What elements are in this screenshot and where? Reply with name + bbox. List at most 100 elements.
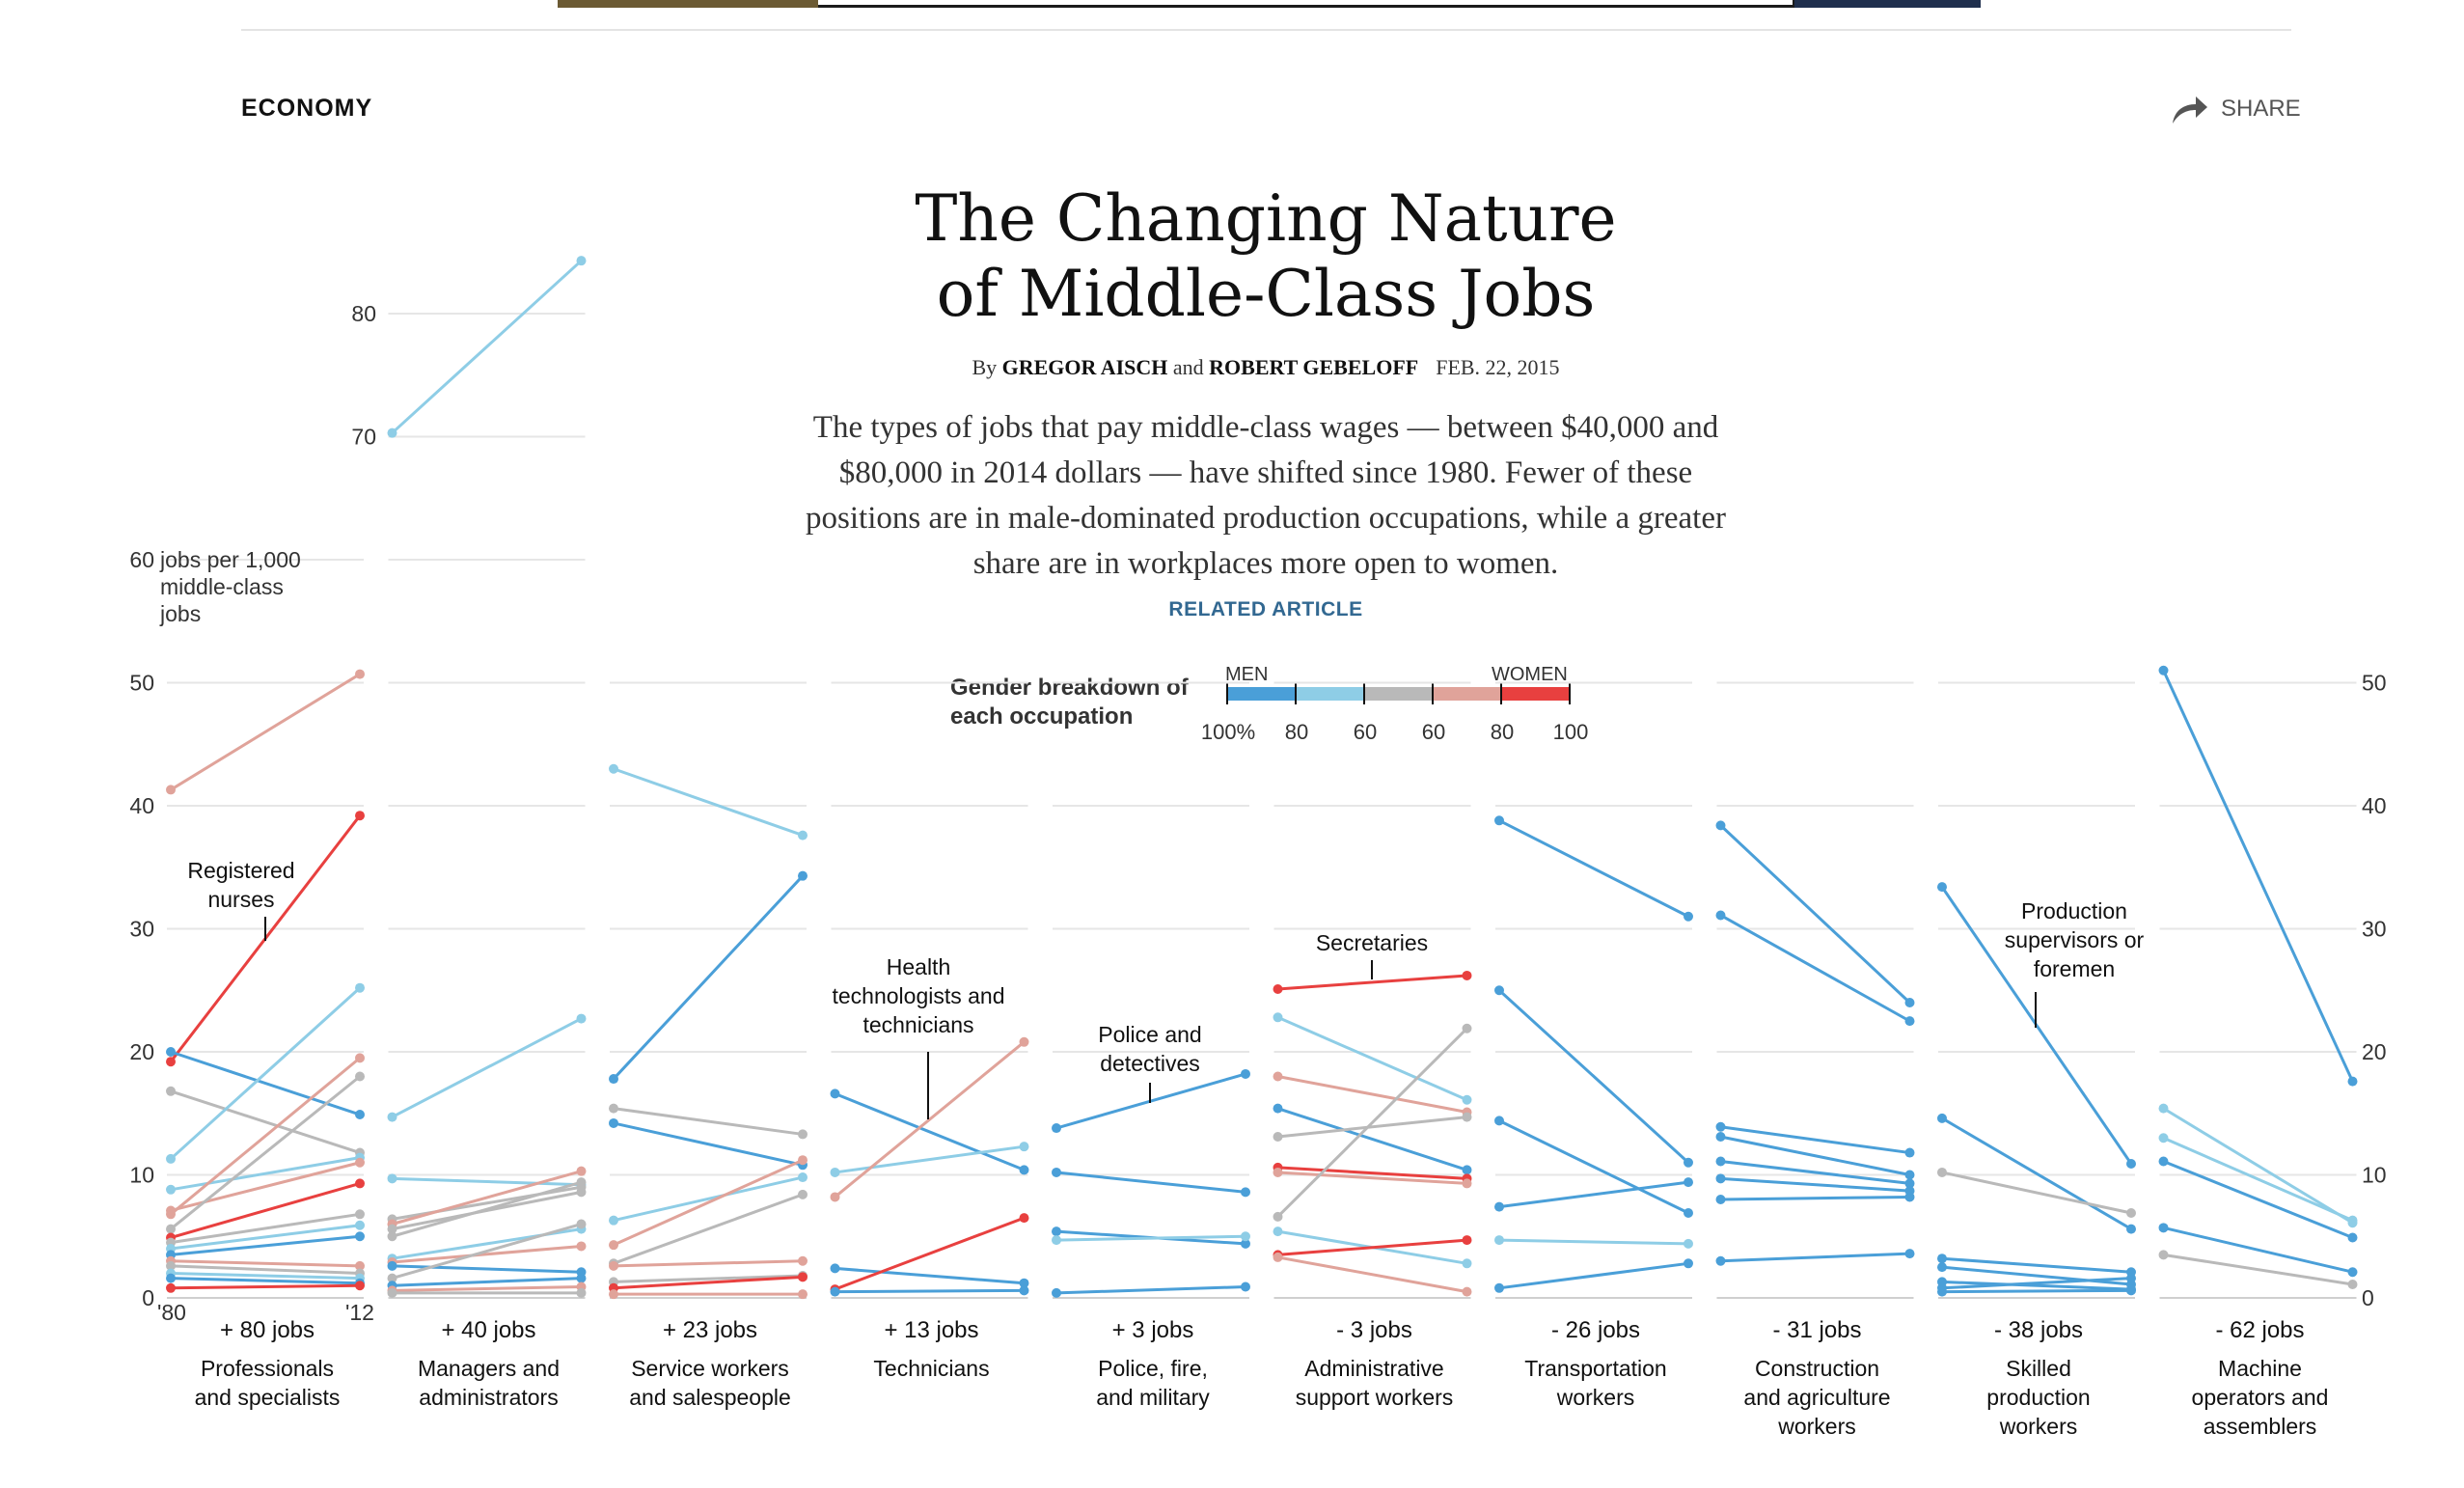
job-change-label: + 23 jobs	[663, 1317, 757, 1343]
share-arrow-icon	[2173, 96, 2207, 124]
data-point	[2126, 1273, 2136, 1283]
data-point	[2126, 1208, 2136, 1219]
data-point	[609, 1117, 618, 1128]
data-point	[1241, 1281, 1250, 1292]
occupation-label: operators and	[2192, 1385, 2329, 1410]
data-point	[2347, 1215, 2358, 1226]
occupation-label: workers	[1777, 1414, 1856, 1439]
data-point	[166, 1184, 176, 1195]
occupation-label: and specialists	[195, 1385, 341, 1410]
data-point	[1684, 1157, 1693, 1168]
series-line	[1277, 1166, 1467, 1180]
data-point	[166, 1224, 176, 1234]
series-line	[613, 1121, 804, 1167]
legend-tick	[1226, 683, 1228, 704]
data-point	[1715, 1255, 1726, 1266]
series-line	[1497, 989, 1690, 1164]
data-point	[1715, 1131, 1726, 1142]
legend-tick	[1569, 683, 1571, 704]
data-point	[1684, 1258, 1693, 1269]
data-point	[576, 1013, 587, 1024]
data-point	[576, 1166, 587, 1176]
data-point	[355, 1110, 365, 1120]
y-tick-label-right: 20	[2362, 1039, 2387, 1064]
data-point	[1937, 1254, 1947, 1264]
data-point	[1937, 1167, 1947, 1177]
data-point	[798, 830, 808, 840]
data-point	[798, 870, 808, 881]
share-button[interactable]: SHARE	[2171, 93, 2301, 125]
data-point	[1052, 1226, 1061, 1237]
data-point	[1273, 1012, 1283, 1023]
data-point	[576, 1219, 587, 1229]
data-point	[1904, 1016, 1915, 1027]
data-point	[830, 1192, 840, 1202]
legend-title: Gender breakdown of each occupation	[950, 674, 1189, 731]
series-line	[392, 1170, 582, 1226]
legend-color-scale	[1226, 683, 1571, 704]
series-line	[1720, 1176, 1910, 1193]
data-point	[1904, 1192, 1915, 1202]
occupation-label: Administrative	[1304, 1356, 1443, 1381]
data-point	[2347, 1232, 2358, 1243]
data-point	[1052, 1287, 1061, 1298]
data-point	[1684, 1208, 1693, 1219]
job-change-label: - 26 jobs	[1551, 1317, 1640, 1343]
series-line	[1498, 818, 1689, 919]
data-point	[1715, 1156, 1726, 1167]
y-tick-label-right: 0	[2362, 1285, 2374, 1310]
occupation-label: Managers and	[418, 1356, 560, 1381]
series-line	[1720, 1252, 1910, 1263]
data-point	[355, 982, 365, 993]
series-line	[835, 1266, 1025, 1285]
data-point	[1019, 1278, 1029, 1288]
data-point	[1052, 1167, 1061, 1177]
data-point	[1904, 1249, 1915, 1259]
y-tick-label: 30	[129, 917, 154, 942]
series-line	[2162, 670, 2354, 1083]
series-line	[1055, 1234, 1246, 1242]
legend-women-label: WOMEN	[1492, 664, 1568, 685]
data-point	[2347, 1279, 2358, 1289]
author-link[interactable]: GREGOR AISCH	[1001, 355, 1168, 379]
series-line	[170, 1224, 361, 1251]
data-point	[609, 1240, 618, 1251]
data-point	[1904, 1170, 1915, 1180]
series-line	[1055, 1285, 1246, 1295]
occupation-label: workers	[1556, 1385, 1635, 1410]
x-end-label: '12	[345, 1300, 374, 1325]
legend-tick-label: 100%	[1200, 720, 1256, 744]
series-line	[1941, 1265, 2132, 1286]
series-line	[1276, 1027, 1468, 1218]
data-point	[166, 1260, 176, 1271]
data-point	[576, 1177, 587, 1188]
y-tick-label-right: 30	[2362, 917, 2387, 942]
author-link[interactable]: ROBERT GEBELOFF	[1209, 355, 1419, 379]
data-point	[1019, 1165, 1029, 1175]
data-point	[1462, 1165, 1472, 1175]
series-line	[1277, 1116, 1467, 1139]
data-point	[1904, 1147, 1915, 1158]
legend-tick	[1432, 683, 1434, 704]
data-point	[355, 1209, 365, 1220]
related-article-link[interactable]: RELATED ARTICLE	[1168, 598, 1363, 620]
title-line: The Changing Nature	[915, 181, 1617, 256]
series-line	[392, 1277, 582, 1287]
byline-prefix: By	[972, 355, 1002, 379]
section-label[interactable]: ECONOMY	[241, 95, 373, 122]
data-point	[798, 1272, 808, 1282]
occupation-label: and agriculture	[1743, 1385, 1890, 1410]
data-point	[2126, 1224, 2136, 1234]
y-tick-label: 10	[129, 1163, 154, 1188]
legend-swatch	[1501, 687, 1570, 701]
data-point	[2347, 1267, 2358, 1278]
data-point	[576, 256, 587, 266]
data-point	[609, 1289, 618, 1300]
data-point	[2158, 1250, 2169, 1260]
legend-tick	[1500, 683, 1502, 704]
data-point	[1462, 1235, 1472, 1246]
series-line	[1055, 1171, 1246, 1194]
series-line	[1498, 1261, 1689, 1290]
job-change-label: - 31 jobs	[1772, 1317, 1861, 1343]
occupation-label: Police, fire,	[1098, 1356, 1208, 1381]
